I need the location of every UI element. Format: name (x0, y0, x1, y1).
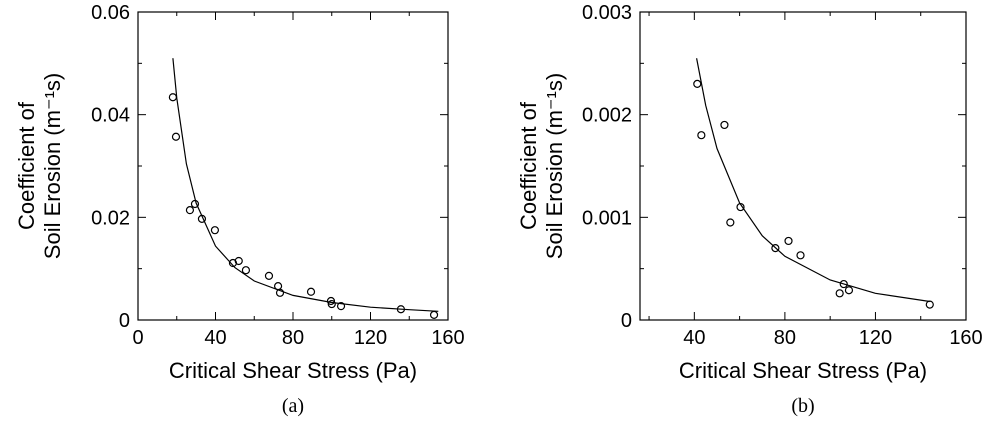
data-point (168, 93, 177, 102)
x-tick-label: 160 (949, 327, 982, 349)
x-tick-label: 80 (282, 327, 304, 349)
y-tick-label: 0.003 (582, 2, 632, 24)
caption: (b) (791, 395, 814, 417)
plot-frame (639, 11, 967, 321)
data-point (835, 289, 844, 298)
y-tick-label: 0.002 (582, 105, 632, 127)
data-point (396, 305, 406, 314)
data-point (171, 132, 181, 141)
x-tick-label: 40 (204, 327, 226, 349)
y-axis-label: Soil Erosion (m⁻¹s) (40, 73, 65, 259)
data-point (336, 302, 346, 311)
data-point (306, 287, 316, 296)
data-point (796, 251, 805, 260)
x-tick-label: 80 (774, 327, 796, 349)
y-tick-label: 0 (119, 310, 130, 332)
data-point (185, 206, 195, 215)
y-axis-label: Coefficient of (516, 101, 541, 230)
data-point (190, 199, 200, 209)
y-tick-label: 0.02 (91, 207, 130, 229)
data-point (839, 279, 848, 289)
data-point (697, 131, 706, 140)
data-point (327, 299, 336, 309)
data-point (197, 214, 207, 223)
x-tick-label: 160 (431, 327, 464, 349)
y-tick-label: 0.001 (582, 207, 632, 229)
y-tick-label: 0.04 (91, 105, 130, 127)
data-point (844, 286, 854, 295)
x-tick-label: 120 (859, 327, 892, 349)
data-point (273, 282, 283, 291)
x-axis-label: Critical Shear Stress (Pa) (169, 358, 417, 383)
y-tick-label: 0 (621, 310, 632, 332)
data-point (720, 120, 729, 130)
x-tick-label: 120 (354, 327, 387, 349)
fit-curve (172, 58, 439, 312)
data-point (275, 288, 285, 297)
x-axis-label: Critical Shear Stress (Pa) (679, 358, 927, 383)
y-tick-label: 0.06 (91, 2, 130, 24)
fit-curve (696, 58, 930, 303)
data-point (429, 310, 439, 319)
data-point (693, 79, 702, 88)
data-point (925, 300, 934, 309)
caption: (a) (282, 395, 304, 417)
plot-frame (137, 11, 449, 321)
data-point (234, 256, 243, 266)
data-point (736, 202, 745, 212)
data-point (264, 271, 274, 280)
x-tick-label: 40 (683, 327, 705, 349)
data-point (210, 226, 220, 235)
x-tick-label: 0 (132, 327, 143, 349)
data-point (726, 218, 735, 227)
data-point (241, 266, 251, 275)
data-point (326, 296, 336, 306)
data-point (784, 236, 793, 246)
data-point (771, 244, 780, 253)
y-axis-label: Coefficient of (14, 101, 39, 230)
y-axis-label: Soil Erosion (m⁻¹s) (542, 73, 567, 259)
